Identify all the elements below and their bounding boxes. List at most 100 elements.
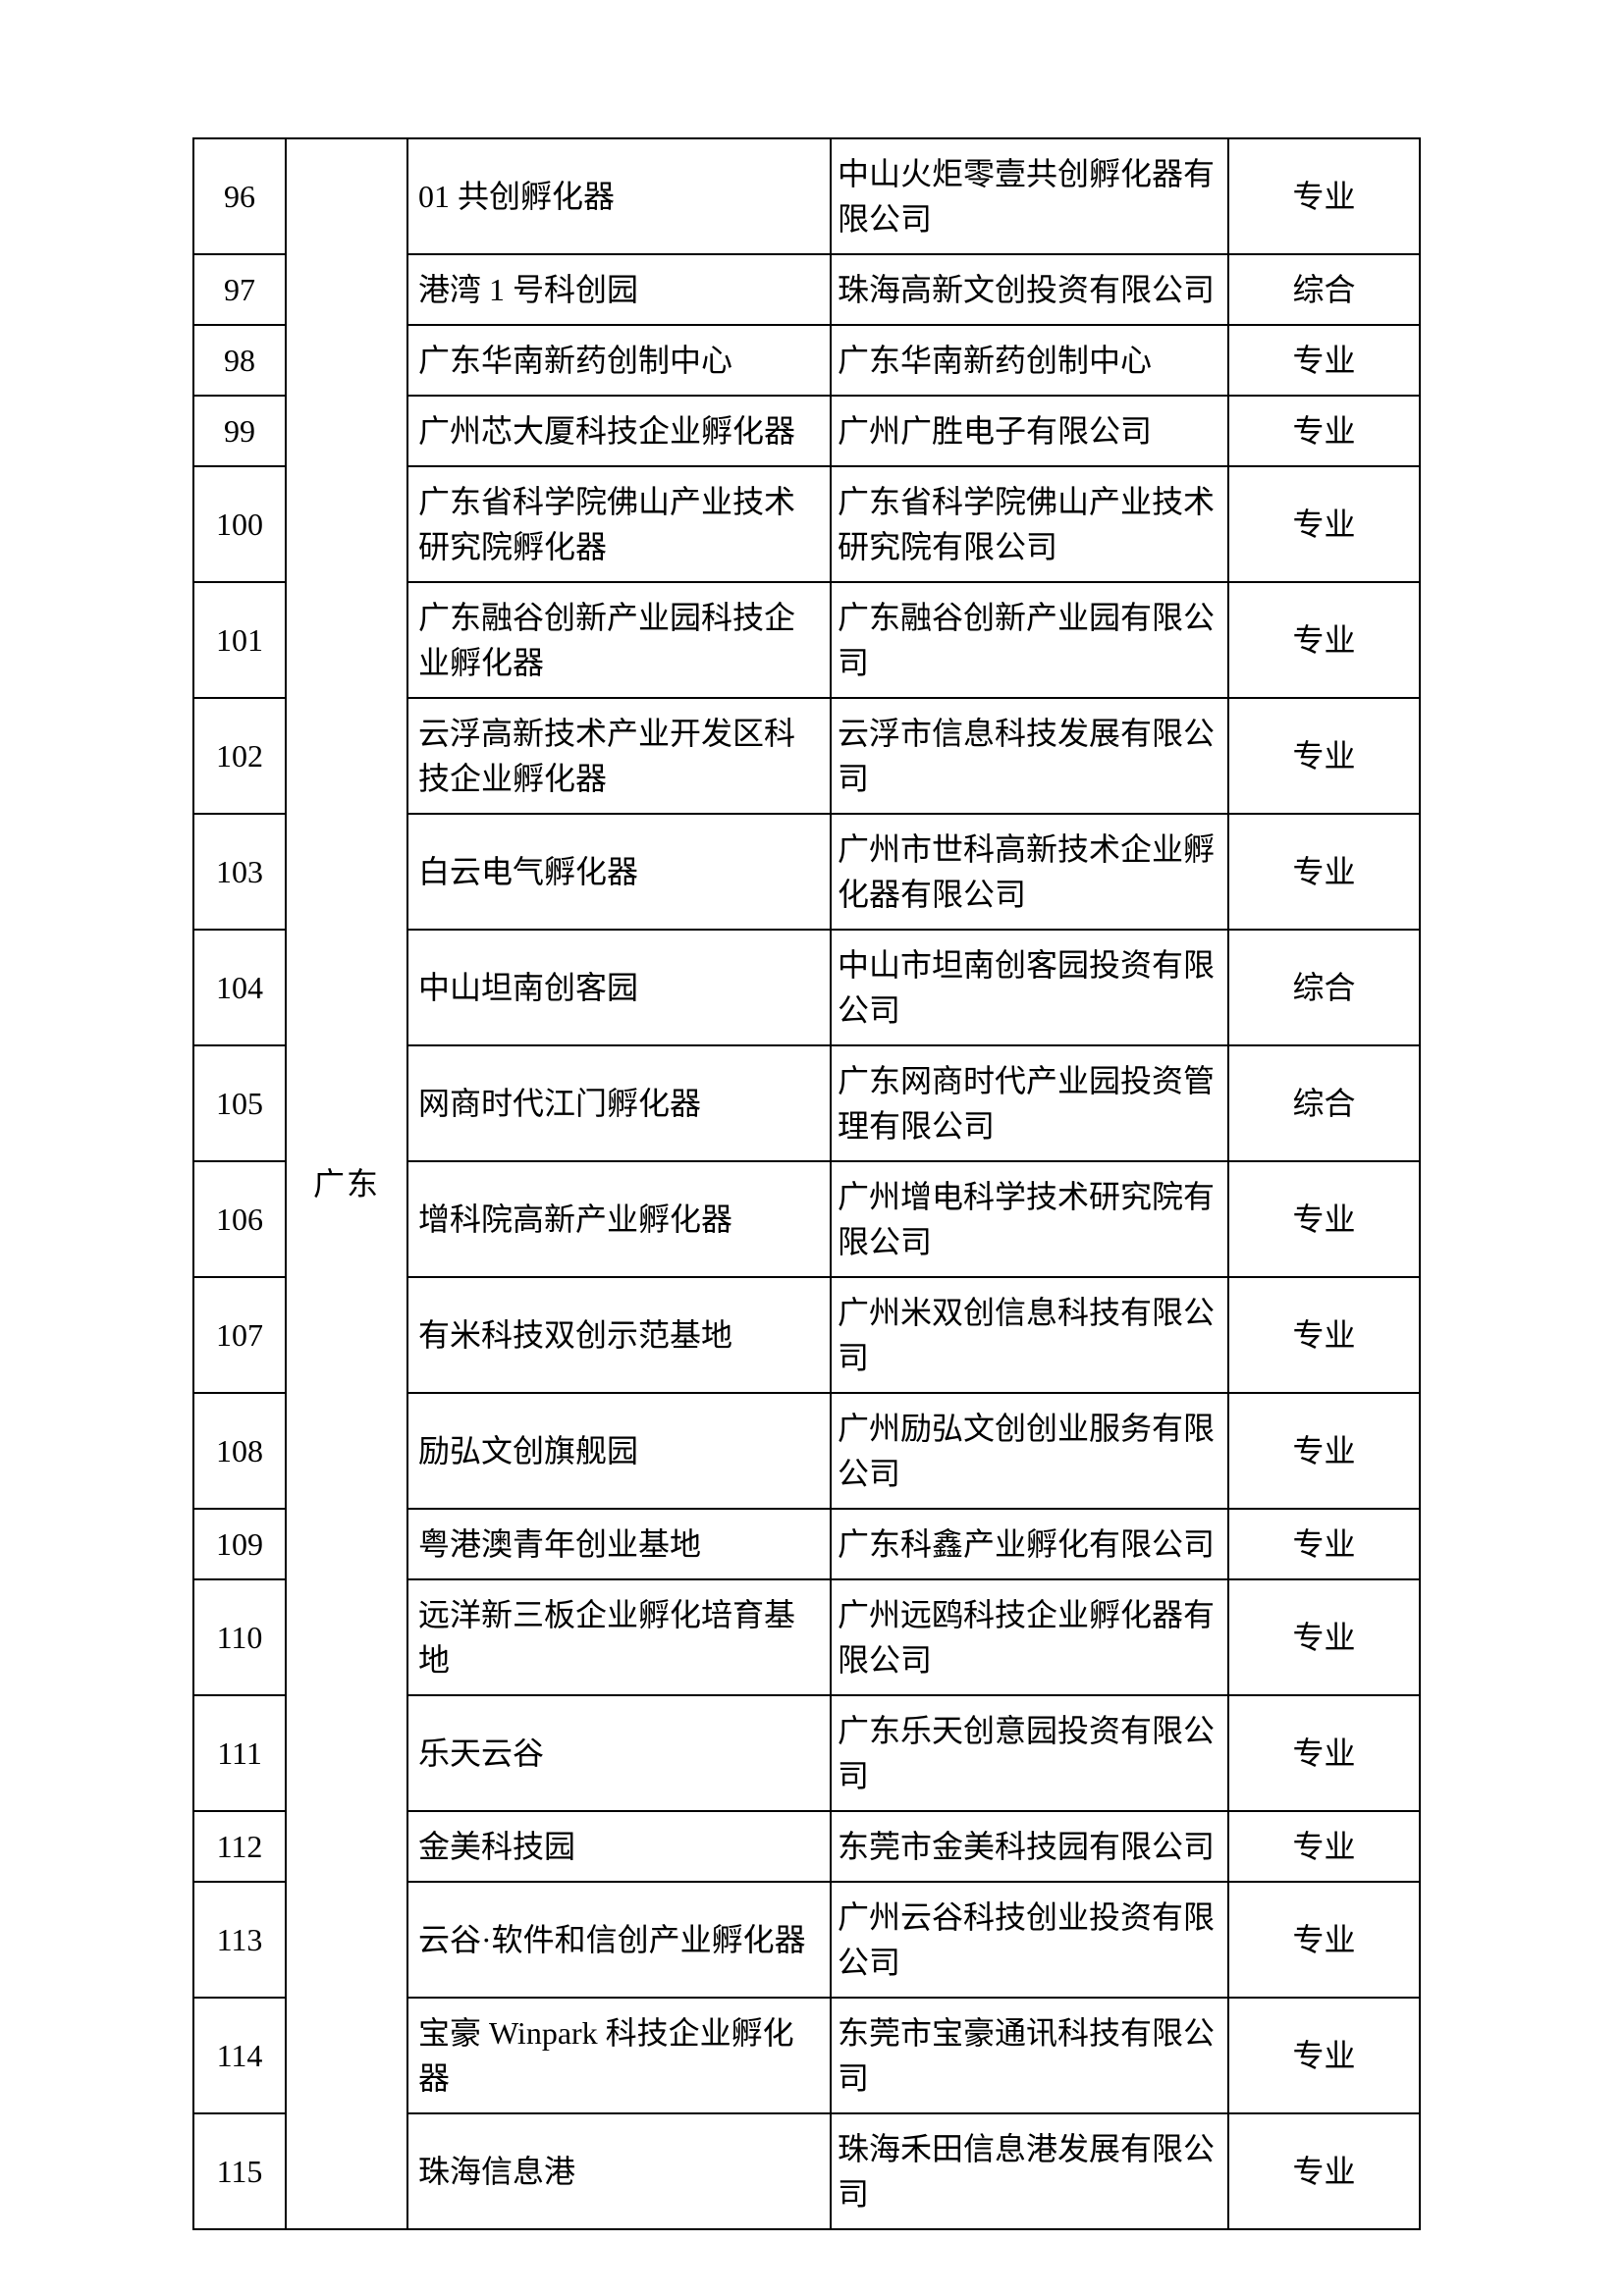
company-name-cell: 广东省科学院佛山产业技术研究院有限公司: [830, 465, 1229, 583]
incubator-name-cell: 有米科技双创示范基地: [406, 1276, 832, 1394]
row-number-cell: 96: [192, 137, 287, 255]
company-name-cell: 广州米双创信息科技有限公司: [830, 1276, 1229, 1394]
incubator-name-cell: 乐天云谷: [406, 1694, 832, 1812]
row-number-cell: 110: [192, 1578, 287, 1696]
table-row: 104 中山坦南创客园 中山市坦南创客园投资有限公司 综合: [192, 929, 1421, 1046]
category-cell: 专业: [1227, 581, 1421, 699]
table-row: 100 广东省科学院佛山产业技术研究院孵化器 广东省科学院佛山产业技术研究院有限…: [192, 465, 1421, 583]
table-row: 108 励弘文创旗舰园 广州励弘文创创业服务有限公司 专业: [192, 1392, 1421, 1510]
category-cell: 专业: [1227, 2112, 1421, 2230]
incubator-name-cell: 网商时代江门孵化器: [406, 1044, 832, 1162]
table-row: 113 云谷·软件和信创产业孵化器 广州云谷科技创业投资有限公司 专业: [192, 1881, 1421, 1999]
row-number-cell: 112: [192, 1810, 287, 1883]
company-name-cell: 广州市世科高新技术企业孵化器有限公司: [830, 813, 1229, 931]
category-cell: 专业: [1227, 813, 1421, 931]
company-name-cell: 中山火炬零壹共创孵化器有限公司: [830, 137, 1229, 255]
category-cell: 专业: [1227, 1997, 1421, 2114]
table-row: 103 白云电气孵化器 广州市世科高新技术企业孵化器有限公司 专业: [192, 813, 1421, 931]
category-cell: 专业: [1227, 697, 1421, 815]
incubator-name-cell: 励弘文创旗舰园: [406, 1392, 832, 1510]
table-row: 99 广州芯大厦科技企业孵化器 广州广胜电子有限公司 专业: [192, 395, 1421, 467]
incubator-name-cell: 云谷·软件和信创产业孵化器: [406, 1881, 832, 1999]
table-row: 98 广东华南新药创制中心 广东华南新药创制中心 专业: [192, 324, 1421, 397]
table-row: 97 港湾 1 号科创园 珠海高新文创投资有限公司 综合: [192, 253, 1421, 326]
table-row: 111 乐天云谷 广东乐天创意园投资有限公司 专业: [192, 1694, 1421, 1812]
row-number-cell: 108: [192, 1392, 287, 1510]
incubator-name-cell: 01 共创孵化器: [406, 137, 832, 255]
row-number-cell: 115: [192, 2112, 287, 2230]
incubator-name-cell: 粤港澳青年创业基地: [406, 1508, 832, 1580]
category-cell: 专业: [1227, 1508, 1421, 1580]
category-cell: 专业: [1227, 324, 1421, 397]
row-number-cell: 97: [192, 253, 287, 326]
company-name-cell: 中山市坦南创客园投资有限公司: [830, 929, 1229, 1046]
company-name-cell: 广东网商时代产业园投资管理有限公司: [830, 1044, 1229, 1162]
company-name-cell: 珠海高新文创投资有限公司: [830, 253, 1229, 326]
row-number-cell: 101: [192, 581, 287, 699]
incubator-table: 96 广东 01 共创孵化器 中山火炬零壹共创孵化器有限公司 专业 97 港湾 1…: [192, 137, 1421, 2230]
incubator-name-cell: 广州芯大厦科技企业孵化器: [406, 395, 832, 467]
category-cell: 综合: [1227, 1044, 1421, 1162]
company-name-cell: 东莞市金美科技园有限公司: [830, 1810, 1229, 1883]
incubator-name-cell: 广东省科学院佛山产业技术研究院孵化器: [406, 465, 832, 583]
table-row: 102 云浮高新技术产业开发区科技企业孵化器 云浮市信息科技发展有限公司 专业: [192, 697, 1421, 815]
category-cell: 专业: [1227, 1578, 1421, 1696]
category-cell: 专业: [1227, 1694, 1421, 1812]
row-number-cell: 106: [192, 1160, 287, 1278]
incubator-name-cell: 广东华南新药创制中心: [406, 324, 832, 397]
row-number-cell: 113: [192, 1881, 287, 1999]
company-name-cell: 广东华南新药创制中心: [830, 324, 1229, 397]
table-row: 115 珠海信息港 珠海禾田信息港发展有限公司 专业: [192, 2112, 1421, 2230]
incubator-name-cell: 增科院高新产业孵化器: [406, 1160, 832, 1278]
category-cell: 专业: [1227, 1810, 1421, 1883]
table-row: 106 增科院高新产业孵化器 广州增电科学技术研究院有限公司 专业: [192, 1160, 1421, 1278]
company-name-cell: 广州远鸥科技企业孵化器有限公司: [830, 1578, 1229, 1696]
incubator-name-cell: 中山坦南创客园: [406, 929, 832, 1046]
row-number-cell: 111: [192, 1694, 287, 1812]
row-number-cell: 105: [192, 1044, 287, 1162]
row-number-cell: 102: [192, 697, 287, 815]
table-row: 112 金美科技园 东莞市金美科技园有限公司 专业: [192, 1810, 1421, 1883]
table-row: 96 广东 01 共创孵化器 中山火炬零壹共创孵化器有限公司 专业: [192, 137, 1421, 2230]
company-name-cell: 广州励弘文创创业服务有限公司: [830, 1392, 1229, 1510]
company-name-cell: 珠海禾田信息港发展有限公司: [830, 2112, 1229, 2230]
table-row: 110 远洋新三板企业孵化培育基地 广州远鸥科技企业孵化器有限公司 专业: [192, 1578, 1421, 1696]
table-row: 109 粤港澳青年创业基地 广东科鑫产业孵化有限公司 专业: [192, 1508, 1421, 1580]
category-cell: 专业: [1227, 1276, 1421, 1394]
row-number-cell: 114: [192, 1997, 287, 2114]
company-name-cell: 东莞市宝豪通讯科技有限公司: [830, 1997, 1229, 2114]
incubator-name-cell: 广东融谷创新产业园科技企业孵化器: [406, 581, 832, 699]
category-cell: 综合: [1227, 929, 1421, 1046]
table-row: 114 宝豪 Winpark 科技企业孵化器 东莞市宝豪通讯科技有限公司 专业: [192, 1997, 1421, 2114]
table-row: 105 网商时代江门孵化器 广东网商时代产业园投资管理有限公司 综合: [192, 1044, 1421, 1162]
region-cell: 广东: [285, 137, 408, 2230]
company-name-cell: 广州增电科学技术研究院有限公司: [830, 1160, 1229, 1278]
category-cell: 专业: [1227, 1160, 1421, 1278]
table-row: 107 有米科技双创示范基地 广州米双创信息科技有限公司 专业: [192, 1276, 1421, 1394]
category-cell: 专业: [1227, 395, 1421, 467]
row-number-cell: 107: [192, 1276, 287, 1394]
incubator-name-cell: 宝豪 Winpark 科技企业孵化器: [406, 1997, 832, 2114]
incubator-name-cell: 云浮高新技术产业开发区科技企业孵化器: [406, 697, 832, 815]
company-name-cell: 广州广胜电子有限公司: [830, 395, 1229, 467]
category-cell: 专业: [1227, 1392, 1421, 1510]
row-number-cell: 109: [192, 1508, 287, 1580]
table-body: 96 广东 01 共创孵化器 中山火炬零壹共创孵化器有限公司 专业 97 港湾 1…: [192, 137, 1421, 2230]
row-number-cell: 99: [192, 395, 287, 467]
incubator-name-cell: 白云电气孵化器: [406, 813, 832, 931]
incubator-name-cell: 港湾 1 号科创园: [406, 253, 832, 326]
company-name-cell: 云浮市信息科技发展有限公司: [830, 697, 1229, 815]
row-number-cell: 104: [192, 929, 287, 1046]
company-name-cell: 广东科鑫产业孵化有限公司: [830, 1508, 1229, 1580]
company-name-cell: 广东乐天创意园投资有限公司: [830, 1694, 1229, 1812]
company-name-cell: 广东融谷创新产业园有限公司: [830, 581, 1229, 699]
table-row: 101 广东融谷创新产业园科技企业孵化器 广东融谷创新产业园有限公司 专业: [192, 581, 1421, 699]
incubator-name-cell: 金美科技园: [406, 1810, 832, 1883]
category-cell: 综合: [1227, 253, 1421, 326]
category-cell: 专业: [1227, 465, 1421, 583]
category-cell: 专业: [1227, 137, 1421, 255]
row-number-cell: 100: [192, 465, 287, 583]
row-number-cell: 103: [192, 813, 287, 931]
category-cell: 专业: [1227, 1881, 1421, 1999]
